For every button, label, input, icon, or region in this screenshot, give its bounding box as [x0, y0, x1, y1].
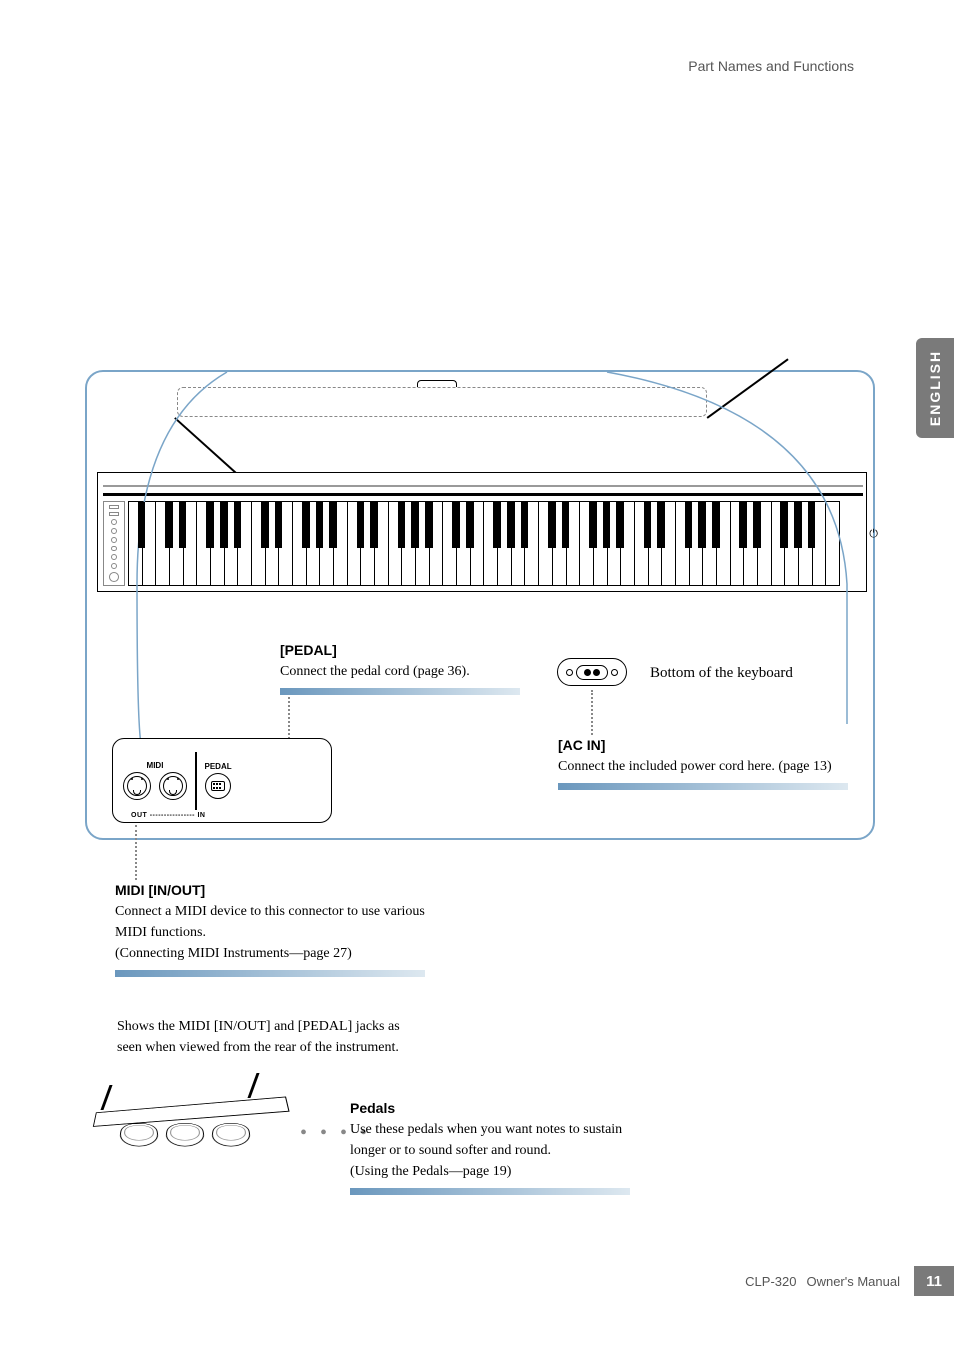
- power-switch-icon: ⏻: [869, 528, 878, 541]
- midi-label: MIDI: [147, 761, 164, 770]
- keyboard-illustration: ⏻: [97, 472, 867, 612]
- midi-callout-title: MIDI [IN/OUT]: [115, 880, 425, 901]
- pedal-icon: [164, 1123, 205, 1146]
- pedal-callout-text: Connect the pedal cord (page 36).: [280, 661, 520, 682]
- dotted-connector: [591, 690, 593, 735]
- control-panel: [103, 501, 125, 586]
- language-tab: ENGLISH: [916, 338, 954, 438]
- ac-plug-icon: [557, 658, 627, 686]
- lid-hinge-left: [174, 417, 242, 478]
- midi-callout: MIDI [IN/OUT] Connect a MIDI device to t…: [115, 880, 425, 977]
- pedal-jack-label: PEDAL: [205, 762, 232, 771]
- bottom-of-keyboard-label: Bottom of the keyboard: [650, 665, 793, 682]
- dotted-connector: [288, 697, 290, 739]
- out-in-label: OUT ---------------- IN: [131, 812, 205, 819]
- keyboard-lid: [177, 387, 707, 417]
- lid-hinge-right: [707, 358, 789, 418]
- midi-in-jack-icon: [159, 772, 187, 800]
- language-label: ENGLISH: [927, 350, 943, 426]
- ac-in-text: Connect the included power cord here. (p…: [558, 756, 848, 777]
- pedal-callout: [PEDAL] Connect the pedal cord (page 36)…: [280, 640, 520, 695]
- pedals-callout: Pedals Use these pedals when you want no…: [350, 1098, 630, 1195]
- pedal-callout-title: [PEDAL]: [280, 640, 520, 661]
- midi-out-jack-icon: [123, 772, 151, 800]
- pedal-jack-icon: [205, 773, 231, 799]
- callout-underline: [115, 970, 425, 977]
- keyboard-frame: ⏻: [97, 472, 867, 592]
- footer-model: CLP-320: [745, 1274, 796, 1289]
- jacks-panel: MIDI PEDAL OUT ---------------- IN: [112, 738, 332, 823]
- ac-in-callout: [AC IN] Connect the included power cord …: [558, 735, 848, 790]
- page-header: Part Names and Functions: [688, 58, 854, 74]
- dotted-connector: [135, 825, 137, 880]
- callout-underline: [280, 688, 520, 695]
- piano-keys: [128, 501, 840, 586]
- pedals-callout-text2: (Using the Pedals—page 19): [350, 1161, 630, 1182]
- pedals-illustration: [90, 1085, 290, 1165]
- pedal-icon: [210, 1123, 251, 1146]
- jacks-view-note: Shows the MIDI [IN/OUT] and [PEDAL] jack…: [117, 1016, 427, 1058]
- page-footer: CLP-320 Owner's Manual 11: [745, 1266, 954, 1296]
- ac-in-title: [AC IN]: [558, 735, 848, 756]
- callout-underline: [350, 1188, 630, 1195]
- page-number: 11: [914, 1266, 954, 1296]
- footer-manual: Owner's Manual: [806, 1274, 900, 1289]
- midi-callout-text1: Connect a MIDI device to this connector …: [115, 901, 425, 943]
- pedals-callout-title: Pedals: [350, 1098, 630, 1119]
- keyboard-top-rail: [103, 478, 863, 496]
- pedal-icon: [118, 1123, 159, 1146]
- midi-callout-text2: (Connecting MIDI Instruments—page 27): [115, 943, 425, 964]
- callout-underline: [558, 783, 848, 790]
- pedals-callout-text1: Use these pedals when you want notes to …: [350, 1119, 630, 1161]
